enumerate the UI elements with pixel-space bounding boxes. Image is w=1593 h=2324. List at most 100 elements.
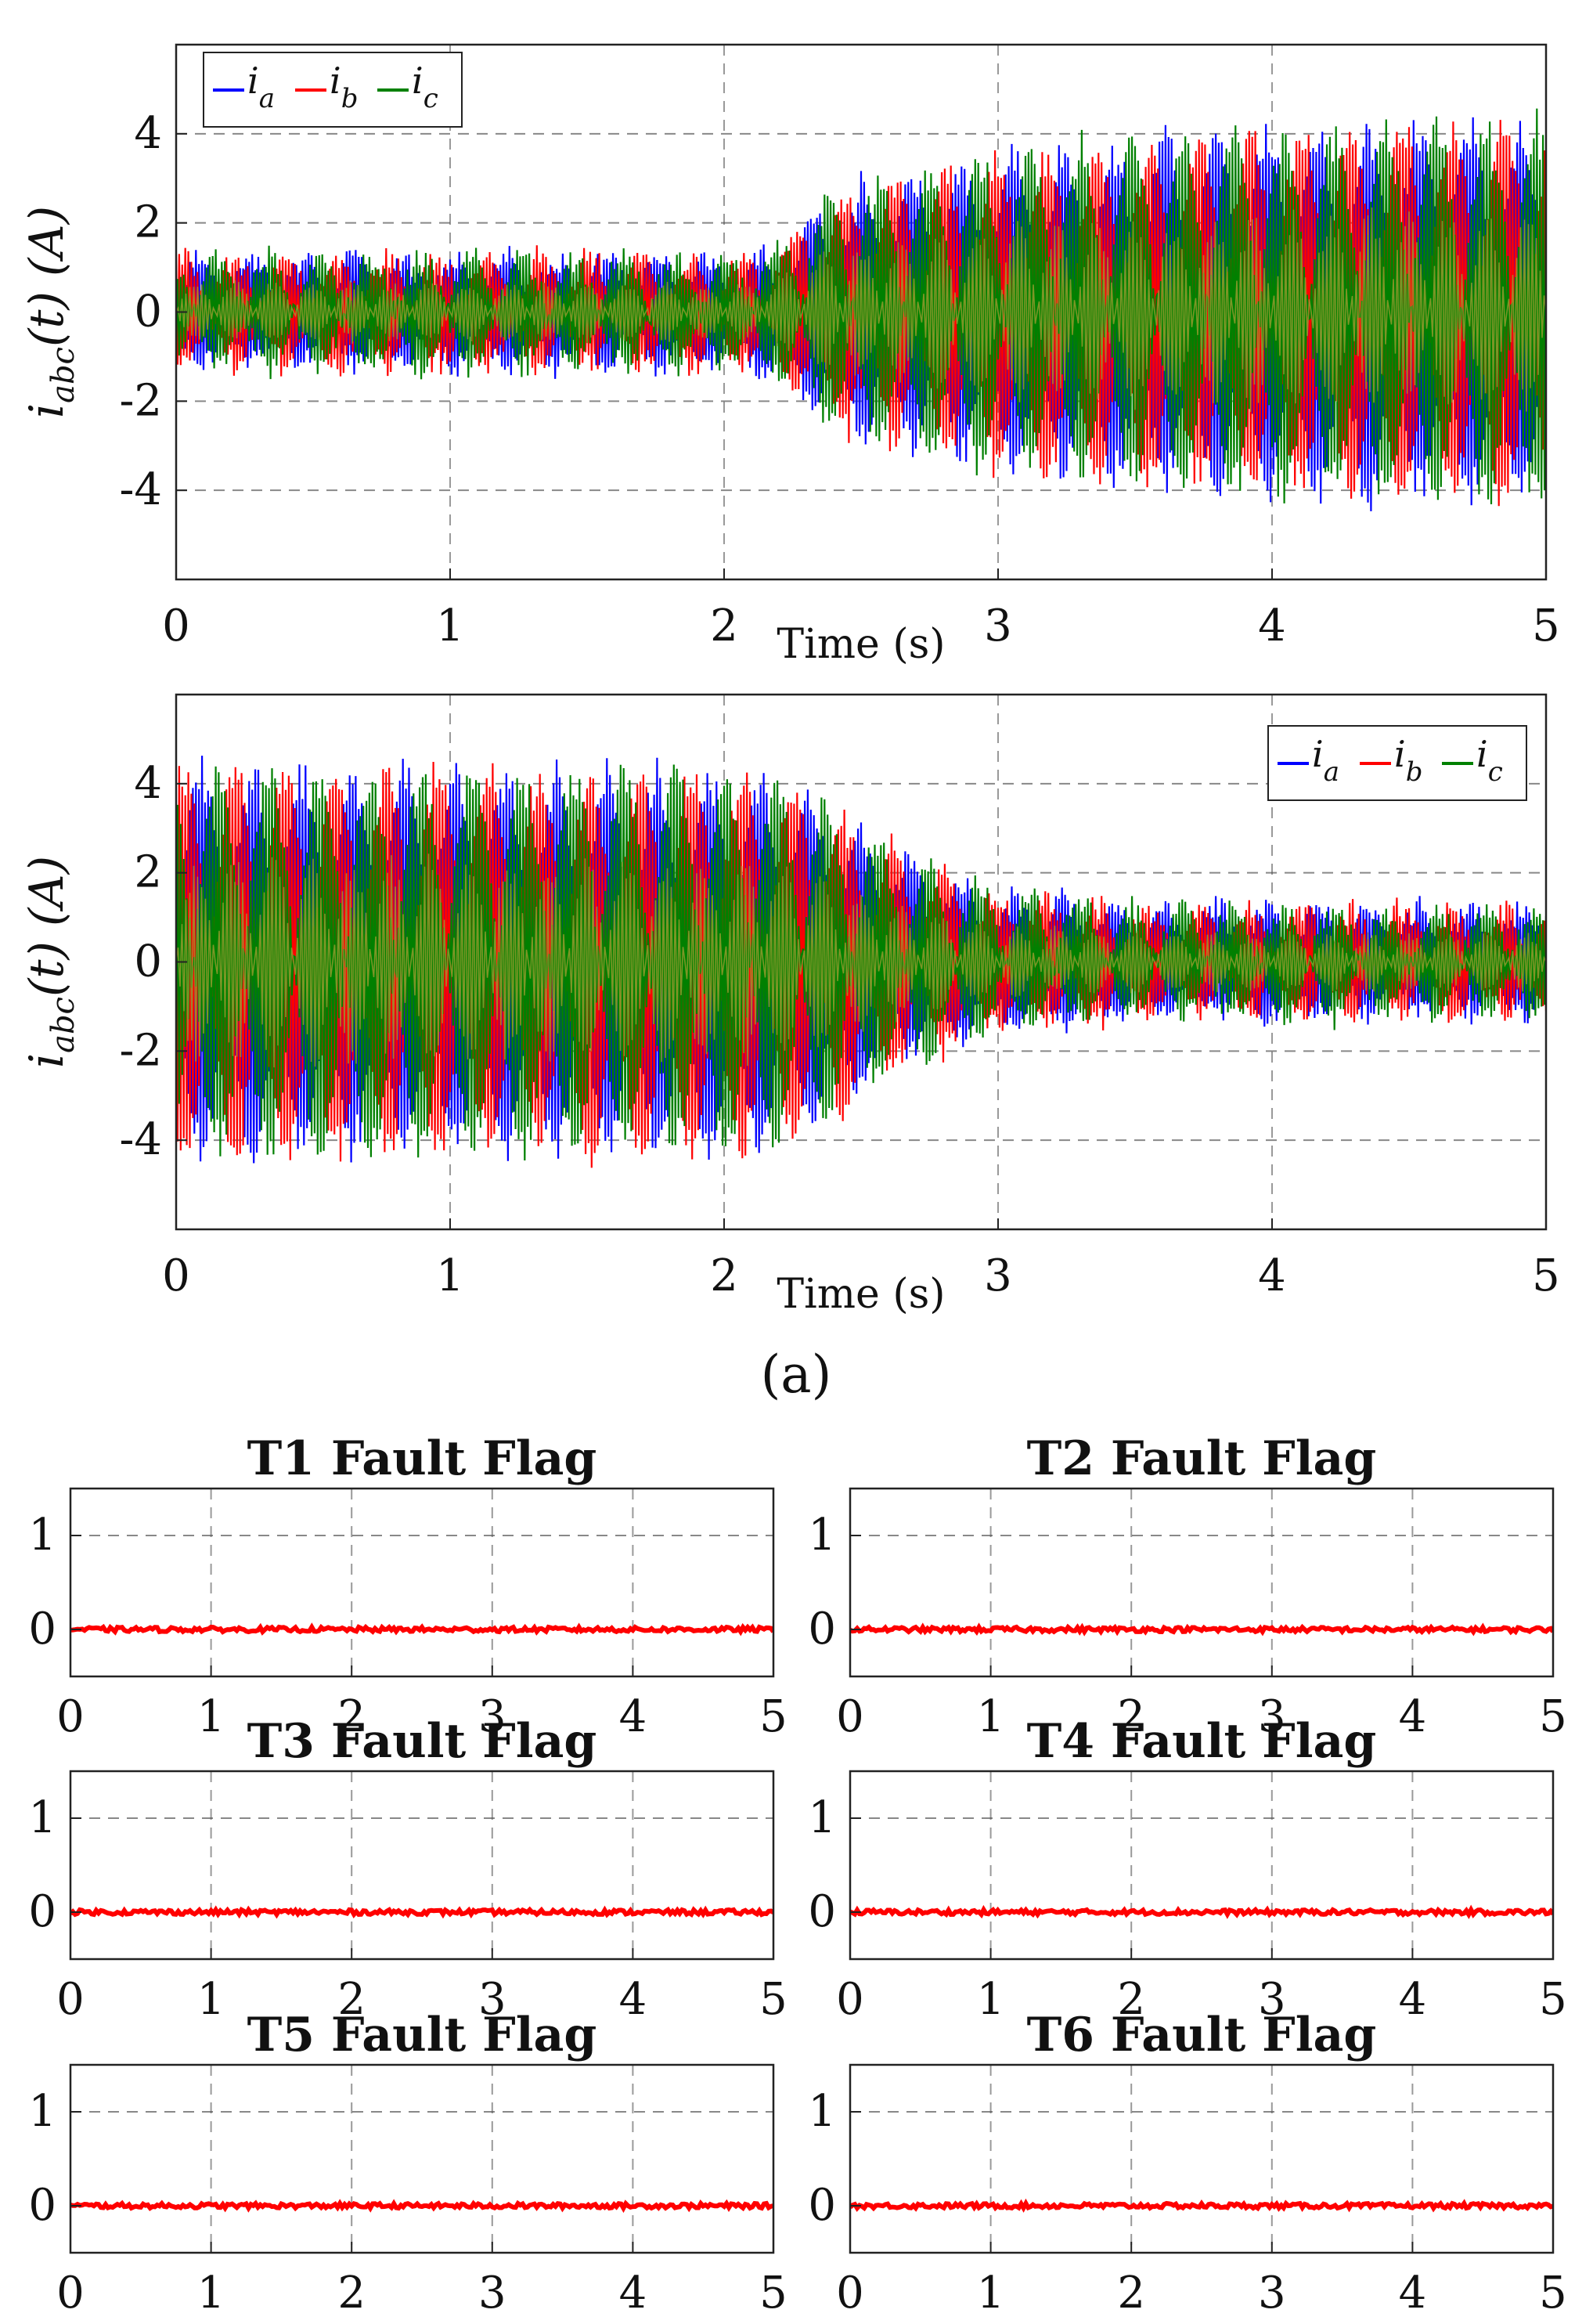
x-tick-label: 0 [56, 2268, 85, 2319]
x-tick-label: 3 [478, 2268, 506, 2319]
x-tick-label: 1 [436, 601, 464, 651]
harmonic-band [176, 853, 1546, 1068]
gridlines [850, 1771, 1553, 1959]
plot-area [176, 756, 1546, 1168]
series-i-c-line [176, 108, 1546, 505]
x-tick-label: 5 [759, 1974, 787, 2025]
x-tick-label: 3 [478, 1974, 506, 2025]
x-tick-label: 4 [1399, 1974, 1427, 2025]
legend-label: ia [247, 60, 275, 114]
plot-area [850, 1622, 1553, 1637]
series-i-a-line [176, 117, 1546, 511]
y-tick-label: 4 [134, 108, 162, 159]
harmonic-band [176, 207, 1546, 413]
plot-area [176, 108, 1546, 511]
x-tick-label: 4 [1399, 2268, 1427, 2319]
y-tick-label: -2 [119, 1025, 162, 1076]
y-tick-label: 0 [134, 936, 162, 987]
x-tick-label: 2 [1117, 2268, 1145, 2319]
x-tick-label: 4 [1258, 601, 1286, 651]
subplot-title: T4 Fault Flag [1027, 1714, 1377, 1769]
axes-frame [849, 1487, 1555, 1678]
x-tick-label: 2 [710, 601, 738, 651]
x-tick-label: 5 [1532, 1250, 1560, 1301]
chart-panel-7: 0 1 2 3 4 5 0 1 T5 Fault Flag [28, 2008, 787, 2319]
y-tick-label: 0 [808, 1886, 836, 1937]
chart-panel-8: 0 1 2 3 4 5 0 1 T6 Fault Flag [808, 2008, 1566, 2319]
x-tick-label: 0 [836, 1691, 864, 1742]
x-tick-label: 1 [977, 2268, 1005, 2319]
x-tick-label: 2 [1117, 1974, 1145, 2025]
x-tick-label: 0 [836, 2268, 864, 2319]
x-tick-label: 2 [337, 1691, 366, 1742]
x-tick-label: 1 [977, 1691, 1005, 1742]
x-tick-label: 4 [619, 1974, 647, 2025]
y-tick-label: 1 [28, 1792, 56, 1843]
y-axis-label: iabc(t) (A) [20, 206, 81, 418]
x-tick-label: 5 [759, 2268, 787, 2319]
x-tick-label: 4 [619, 2268, 647, 2319]
x-tick-label: 4 [619, 1691, 647, 1742]
y-tick-label: 0 [28, 1604, 56, 1655]
y-tick-label: 2 [134, 197, 162, 248]
y-tick-label: -4 [119, 464, 162, 515]
fault-flag-line [850, 2198, 1553, 2213]
legend-label: ib [1394, 733, 1422, 788]
y-tick-label: 1 [808, 1510, 836, 1561]
x-tick-label: 0 [162, 601, 190, 651]
x-tick-label: 1 [197, 1691, 225, 1742]
series-i-b-line [176, 120, 1546, 507]
x-tick-label: 2 [710, 1250, 738, 1301]
subplot-title: T2 Fault Flag [1027, 1431, 1377, 1486]
legend-label: ia [1312, 733, 1339, 788]
x-tick-label: 5 [1539, 1691, 1567, 1742]
chart-panel-2: 0 1 2 3 4 5 -4 -2 0 2 4 Time (s) iabc(t) (A) ia ib ic [20, 693, 1560, 1318]
y-tick-label: 1 [808, 2086, 836, 2137]
fault-flag-line [850, 1904, 1553, 1919]
figure-caption: (a) [761, 1344, 832, 1405]
y-tick-label: 0 [134, 287, 162, 337]
x-tick-label: 3 [1258, 2268, 1286, 2319]
legend: ia ib ic [1267, 725, 1527, 801]
y-tick-label: 0 [808, 1604, 836, 1655]
x-tick-label: 3 [1258, 1974, 1286, 2025]
y-tick-label: 1 [28, 2086, 56, 2137]
axes-frame [69, 1770, 775, 1961]
plot-area [850, 2198, 1553, 2213]
y-tick-label: 2 [134, 847, 162, 898]
chart-panel-4: 0 1 2 3 4 5 0 1 T2 Fault Flag [808, 1431, 1566, 1742]
x-tick-label: 5 [1539, 1974, 1567, 2025]
gridlines [70, 1489, 773, 1676]
fault-flag-line [850, 1622, 1553, 1637]
x-tick-label: 0 [836, 1974, 864, 2025]
subplot-title: T3 Fault Flag [247, 1714, 597, 1769]
x-tick-label: 2 [337, 1974, 366, 2025]
x-tick-label: 2 [1117, 1691, 1145, 1742]
legend: ia ib ic [203, 52, 463, 128]
y-tick-label: 1 [28, 1510, 56, 1561]
x-tick-label: 1 [436, 1250, 464, 1301]
x-tick-label: 1 [197, 2268, 225, 2319]
axes-frame [69, 1487, 775, 1678]
chart-panel-5: 0 1 2 3 4 5 0 1 T3 Fault Flag [28, 1714, 787, 2025]
series-i-a-line [176, 756, 1546, 1164]
fault-flag-line [70, 1905, 773, 1919]
chart-panel-1: 0 1 2 3 4 5 -4 -2 0 2 4 Time (s) iabc(t) (A) ia ib ic [20, 43, 1560, 668]
fault-flag-line [70, 1622, 773, 1637]
x-tick-label: 3 [478, 1691, 506, 1742]
plot-area [70, 1905, 773, 1919]
fault-flag-line [70, 2199, 773, 2214]
gridlines [850, 2065, 1553, 2253]
x-tick-label: 4 [1258, 1250, 1286, 1301]
y-tick-label: 0 [28, 1886, 56, 1937]
legend-label: ic [1476, 733, 1503, 788]
series-i-c-line [176, 764, 1546, 1161]
x-tick-label: 1 [977, 1974, 1005, 2025]
axes-frame [849, 2063, 1555, 2254]
chart-panel-6: 0 1 2 3 4 5 0 1 T4 Fault Flag [808, 1714, 1566, 2025]
x-tick-label: 4 [1399, 1691, 1427, 1742]
x-tick-label: 2 [337, 2268, 366, 2319]
plot-area [70, 1622, 773, 1637]
y-tick-label: 4 [134, 758, 162, 809]
axes-frame [69, 2063, 775, 2254]
